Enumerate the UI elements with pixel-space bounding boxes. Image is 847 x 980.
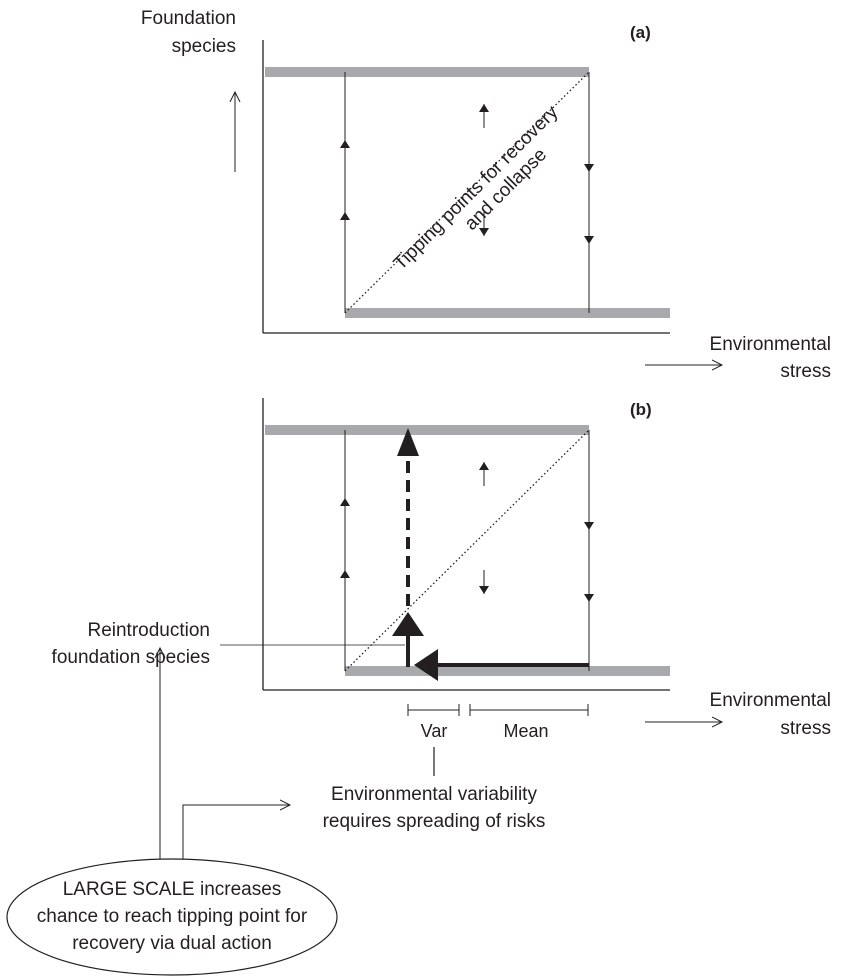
tipping-points-label-line1: Tipping points for recovery [390,101,563,274]
panel-a-x-axis-label-line2: stress [780,361,831,382]
ellipse-text-line1: LARGE SCALE increases [63,879,282,900]
reintroduction-label-line2: foundation species [52,647,210,668]
env-variability-label-line2: requires spreading of risks [323,811,546,832]
panel-b-x-axis-label-line1: Environmental [710,690,831,711]
panel-b: (b) [262,398,670,691]
ellipse-text-line2: chance to reach tipping point for [37,906,308,927]
panel-b-tipping-line [344,429,590,672]
panel-b-lower-state-bar [345,666,670,676]
panel-a-label: (a) [630,23,651,42]
var-bracket [407,704,460,716]
y-axis-label-line1: Foundation [141,8,236,29]
recovery-dashed-arrowhead [397,428,419,456]
panel-a-tipping-line [344,71,590,314]
panel-b-label: (b) [630,400,652,419]
panel-a-upper-state-bar [265,67,589,77]
panel-a: Tipping points for recovery and collapse… [262,23,670,334]
mean-label: Mean [503,721,548,741]
env-variability-label-line1: Environmental variability [331,784,537,805]
reintroduction-label-line1: Reintroduction [87,620,210,641]
panel-b-upper-state-bar [265,425,589,435]
y-axis-label-line2: species [172,36,236,57]
panel-a-lower-state-bar [345,308,670,318]
panel-a-x-axis-label-line1: Environmental [710,334,831,355]
var-label: Var [421,721,448,741]
panel-b-x-axis-label-line2: stress [780,718,831,739]
large-scale-ellipse [6,858,338,976]
ellipse-text-line3: recovery via dual action [72,933,272,954]
mean-bracket [469,704,589,716]
